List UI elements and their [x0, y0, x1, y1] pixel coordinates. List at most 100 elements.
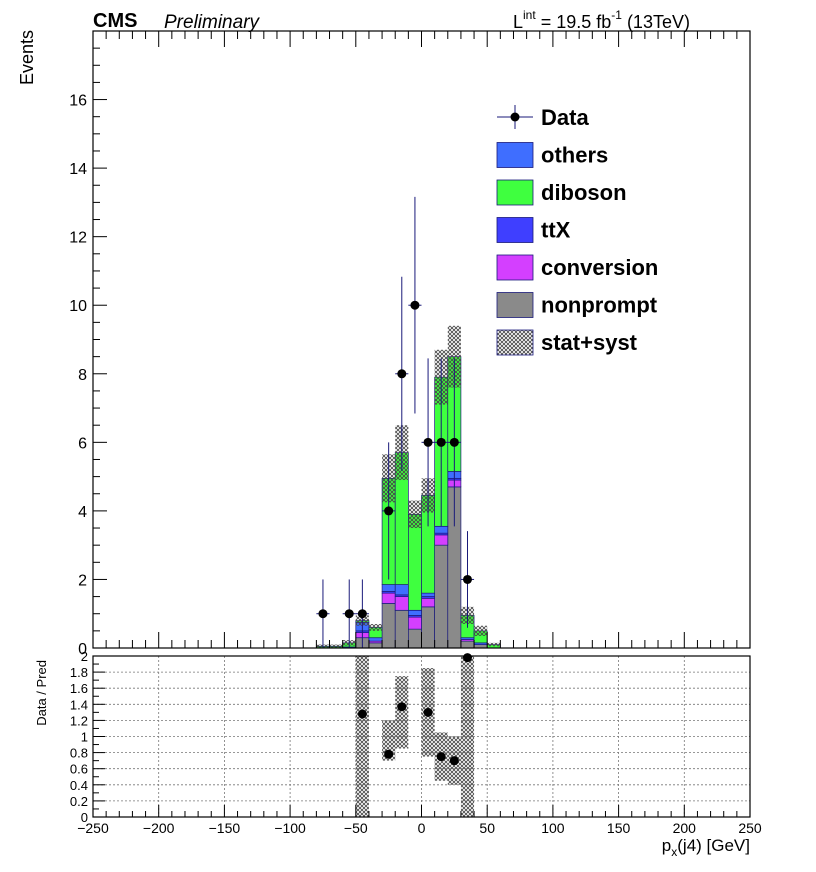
ratio-point-5 [449, 756, 459, 766]
bar-conversion-8 [421, 597, 435, 608]
ratio-ytick-label-1: 1 [81, 730, 88, 745]
ratio-point-1 [384, 749, 394, 759]
ytick-label-6: 6 [78, 435, 87, 452]
legend-label-unc: stat+syst [541, 330, 638, 355]
data-point-5 [410, 300, 420, 310]
experiment-label: CMS [93, 10, 137, 32]
ratio-ytick-label-1.4: 1.4 [70, 697, 88, 712]
ytick-label-12: 12 [69, 230, 87, 247]
data-point-8 [449, 437, 459, 447]
ytick-label-0: 0 [78, 641, 87, 658]
ytick-label-16: 16 [69, 93, 87, 110]
unc-band-13 [487, 642, 501, 647]
lumi-superscript: int [523, 8, 536, 22]
ytick-label-14: 14 [69, 161, 87, 178]
legend-label-others: others [541, 143, 608, 168]
xtick-label--100: −100 [274, 820, 306, 836]
ytick-label-8: 8 [78, 367, 87, 384]
legend-label-diboson: diboson [541, 180, 627, 205]
xtick-label-250: 250 [738, 820, 762, 836]
main-axes: 0 2 4 6 8 10 12 14 16 [69, 30, 751, 658]
data-point-2 [357, 609, 367, 619]
bar-diboson-7 [408, 513, 422, 611]
status-label: Preliminary [164, 12, 261, 33]
ratio-axes: 00.20.40.60.811.21.41.61.82−250 −200 −150−… [70, 649, 762, 836]
xtick-label-50: 50 [479, 820, 495, 836]
data-point-0 [318, 609, 328, 619]
legend-label-conversion: conversion [541, 255, 658, 280]
data-point-9 [462, 574, 472, 584]
ratio-band-1 [382, 720, 396, 761]
ratio-point-6 [462, 653, 472, 663]
y-axis-label: Events [17, 30, 37, 85]
lumi-exponent: -1 [611, 8, 622, 22]
bar-conversion-7 [408, 616, 422, 630]
ratio-ytick-label-0.4: 0.4 [70, 778, 88, 793]
bar-others-7 [408, 609, 422, 616]
bar-conversion-5 [381, 592, 396, 604]
xtick-label--200: −200 [143, 820, 175, 836]
bar-nonprompt-6 [394, 609, 409, 649]
legend-swatch-diboson [496, 179, 534, 206]
ytick-label-2: 2 [78, 572, 87, 589]
x-axis-label-main: p [662, 836, 671, 855]
ratio-ytick-label-0.2: 0.2 [70, 794, 88, 809]
xtick-label-0: 0 [418, 820, 426, 836]
ratio-band-6 [460, 656, 475, 817]
data-point-1 [344, 609, 354, 619]
bar-conversion-9 [434, 534, 449, 546]
legend-swatch-ttX [496, 217, 534, 243]
xtick-label-100: 100 [541, 820, 565, 836]
xtick-label--50: −50 [344, 820, 368, 836]
bar-nonprompt-7 [408, 628, 422, 649]
bar-others-6 [394, 584, 409, 596]
xtick-label--150: −150 [209, 820, 241, 836]
data-point-6 [423, 437, 433, 447]
ratio-y-axis-label: Data / Pred [34, 660, 49, 726]
bar-others-5 [381, 584, 396, 592]
ytick-label-4: 4 [78, 504, 87, 521]
ratio-band-2 [395, 676, 409, 749]
bar-nonprompt-11 [460, 640, 475, 649]
xtick-label-150: 150 [607, 820, 631, 836]
xtick-label--250: −250 [77, 820, 109, 836]
ratio-ytick-label-0.6: 0.6 [70, 762, 88, 777]
ratio-ytick-label-2: 2 [81, 649, 88, 664]
lumi-prefix: L [513, 12, 523, 32]
bar-others-4 [368, 637, 383, 642]
bar-nonprompt-8 [421, 606, 435, 649]
legend-data-marker [510, 112, 520, 122]
legend-swatch-others [496, 142, 534, 168]
legend-label-nonprompt: nonprompt [541, 293, 658, 318]
ratio-band-0 [355, 656, 369, 817]
unc-band-10 [447, 325, 461, 388]
data-point-4 [397, 369, 407, 379]
data-point-3 [384, 506, 394, 516]
lumi-label: Lint = 19.5 fb-1 (13TeV) [513, 8, 690, 32]
ratio-point-3 [423, 707, 433, 717]
x-axis-label: px(j4) [GeV] [662, 836, 750, 859]
ratio-points [357, 653, 472, 766]
legend-swatch-unc [496, 329, 534, 356]
legend-swatch-conversion [496, 254, 534, 281]
ratio-ytick-label-1.6: 1.6 [70, 681, 88, 696]
unc-band-7 [408, 500, 422, 529]
ratio-ytick-label-0.8: 0.8 [70, 746, 88, 761]
ratio-ytick-label-1.8: 1.8 [70, 665, 88, 680]
bar-others-9 [434, 525, 449, 534]
ytick-label-10: 10 [69, 298, 87, 315]
lumi-value: = 19.5 fb [536, 12, 612, 32]
x-axis-label-rest: (j4) [GeV] [677, 836, 750, 855]
bar-nonprompt-4 [368, 642, 383, 649]
legend-swatch-nonprompt [496, 292, 534, 318]
legend-label-data: Data [541, 105, 589, 130]
xtick-label-200: 200 [673, 820, 697, 836]
bar-others-8 [421, 592, 435, 597]
x-axis-label-sub: x [671, 845, 677, 859]
legend: Data others diboson ttX conversion nonprompt s… [496, 105, 658, 356]
unc-band-12 [474, 625, 488, 637]
lumi-energy: (13TeV) [622, 12, 690, 32]
unc-band-1 [329, 644, 343, 648]
bar-nonprompt-5 [381, 603, 396, 649]
legend-label-ttX: ttX [541, 218, 571, 243]
